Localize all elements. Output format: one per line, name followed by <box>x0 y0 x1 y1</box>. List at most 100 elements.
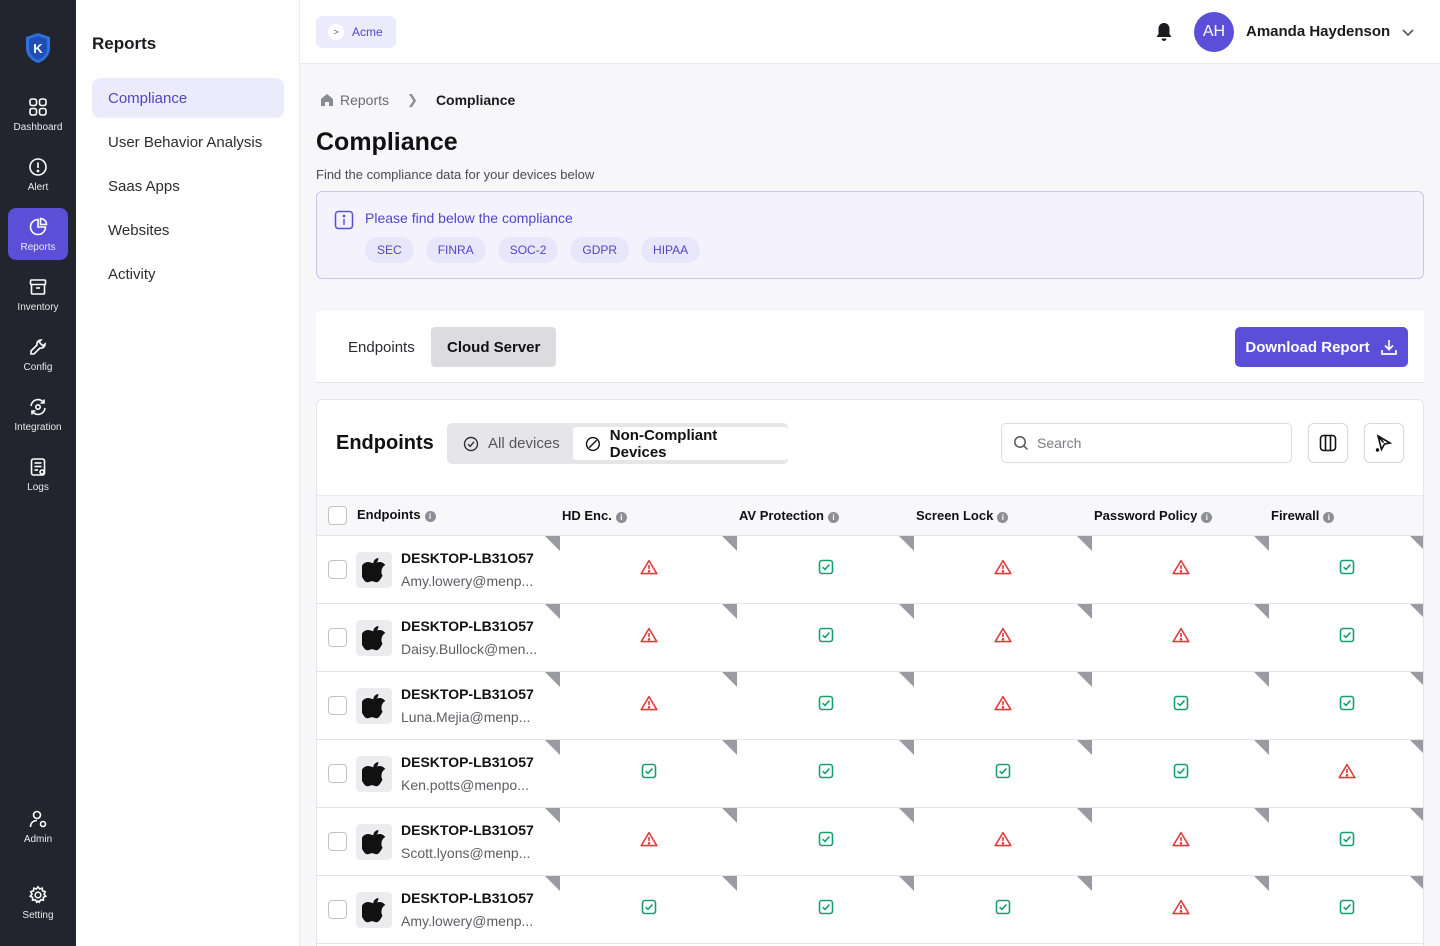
avatar[interactable]: AH <box>1194 12 1234 52</box>
row-checkbox[interactable] <box>328 900 347 919</box>
check-square-icon <box>1173 695 1189 716</box>
cell-corner-marker <box>1410 604 1423 619</box>
rail-item-admin[interactable]: Admin <box>8 800 68 852</box>
info-icon[interactable]: i <box>1201 512 1213 523</box>
cell-corner-marker <box>1410 536 1423 551</box>
cell-corner-marker <box>899 740 914 755</box>
warning-triangle-icon <box>639 627 658 648</box>
device-user: Ken.potts@menpo... <box>401 777 529 793</box>
check-square-icon <box>818 899 834 920</box>
warning-triangle-icon <box>639 695 658 716</box>
breadcrumb-home[interactable]: Reports <box>320 92 389 108</box>
cell-corner-marker <box>545 604 560 619</box>
table-row[interactable]: DESKTOP-LB31O57 Amy.lowery@menp... <box>317 876 1423 944</box>
warning-triangle-icon <box>994 831 1012 852</box>
rail-item-alert[interactable]: Alert <box>8 148 68 200</box>
download-report-button[interactable]: Download Report <box>1235 327 1408 367</box>
rail-label: Logs <box>27 482 49 493</box>
bell-icon[interactable] <box>1152 20 1176 44</box>
home-icon <box>321 94 333 106</box>
rail-item-reports[interactable]: Reports <box>8 208 68 260</box>
col-header-screen-lock: Screen Lock <box>916 508 994 523</box>
page-subtitle: Find the compliance data for your device… <box>316 167 595 182</box>
subnav-item-compliance[interactable]: Compliance <box>92 78 284 118</box>
table-row[interactable]: DESKTOP-LB31O57 Scott.lyons@menp... <box>317 808 1423 876</box>
rail-item-integration[interactable]: Integration <box>8 388 68 440</box>
app-logo-icon[interactable]: K <box>24 32 52 64</box>
filter-non-compliant-devices[interactable]: Non-Compliant Devices <box>573 427 788 461</box>
subnav-title: Reports <box>92 34 157 53</box>
info-icon[interactable]: i <box>424 510 436 522</box>
col-header-endpoints: Endpoints <box>357 506 421 522</box>
apple-icon <box>356 619 392 656</box>
breadcrumb: Reports ❯ Compliance <box>320 92 515 108</box>
device-name[interactable]: DESKTOP-LB31O57 <box>401 618 534 634</box>
subnav-item-websites[interactable]: Websites <box>108 221 170 239</box>
cell-corner-marker <box>545 876 560 891</box>
chip-hipaa: HIPAA <box>641 237 701 263</box>
setting-icon <box>28 885 48 904</box>
col-header-av-protection: AV Protection <box>739 508 824 523</box>
search-input[interactable] <box>1037 435 1277 451</box>
cell-corner-marker <box>1410 740 1423 755</box>
rail-label: Admin <box>23 834 53 845</box>
warning-triangle-icon <box>994 559 1012 580</box>
info-icon[interactable]: i <box>1323 512 1335 523</box>
check-square-icon <box>818 559 834 580</box>
filter-all-devices[interactable]: All devices <box>451 427 572 460</box>
device-user: Scott.lyons@menp... <box>401 845 531 861</box>
rail-item-dashboard[interactable]: Dashboard <box>8 88 68 140</box>
warning-triangle-icon <box>994 627 1012 648</box>
cell-corner-marker <box>545 808 560 823</box>
device-user: Daisy.Bullock@men... <box>401 641 538 657</box>
tab-cloud-server[interactable]: Cloud Server <box>431 327 557 367</box>
info-icon[interactable]: i <box>828 512 839 523</box>
cell-corner-marker <box>899 808 914 823</box>
subnav-item-activity[interactable]: Activity <box>108 265 156 283</box>
table-row[interactable]: DESKTOP-LB31O57 Daisy.Bullock@men... <box>317 604 1423 672</box>
chevron-down-icon[interactable] <box>1400 24 1416 40</box>
subnav-item-user-behavior-analysis[interactable]: User Behavior Analysis <box>108 133 263 151</box>
table-row[interactable]: DESKTOP-LB31O57 Luna.Mejia@menp... <box>317 672 1423 740</box>
select-all-checkbox[interactable] <box>328 506 347 525</box>
inventory-icon <box>29 279 47 295</box>
row-checkbox[interactable] <box>328 696 347 715</box>
col-header-hd-enc: HD Enc. <box>562 508 612 523</box>
check-square-icon <box>641 763 657 784</box>
device-name[interactable]: DESKTOP-LB31O57 <box>401 754 534 770</box>
breadcrumb-home-label: Reports <box>340 92 390 108</box>
check-square-icon <box>995 763 1011 784</box>
row-checkbox[interactable] <box>328 832 347 851</box>
row-checkbox[interactable] <box>328 560 347 579</box>
row-checkbox[interactable] <box>328 764 347 783</box>
chip-gdpr: GDPR <box>570 237 630 263</box>
tab-endpoints[interactable]: Endpoints <box>348 338 415 356</box>
subnav-item-saas-apps[interactable]: Saas Apps <box>108 177 180 195</box>
breadcrumb-current: Compliance <box>435 92 516 108</box>
device-name[interactable]: DESKTOP-LB31O57 <box>401 890 534 906</box>
warning-triangle-icon <box>1171 627 1190 648</box>
rail-item-inventory[interactable]: Inventory <box>8 268 68 320</box>
table-row[interactable]: DESKTOP-LB31O57 Amy.lowery@menp... <box>317 536 1423 604</box>
org-switcher[interactable]: ˃ Acme <box>316 16 396 48</box>
device-name[interactable]: DESKTOP-LB31O57 <box>401 550 534 566</box>
alert-icon <box>29 158 47 176</box>
cell-corner-marker <box>722 536 737 551</box>
check-square-icon <box>641 899 657 920</box>
rail-item-config[interactable]: Config <box>8 328 68 380</box>
filter-button[interactable] <box>1364 423 1404 463</box>
device-name[interactable]: DESKTOP-LB31O57 <box>401 822 534 838</box>
rail-item-setting[interactable]: Setting <box>8 876 68 928</box>
rail-label: Setting <box>22 910 54 921</box>
row-checkbox[interactable] <box>328 628 347 647</box>
rail-item-logs[interactable]: Logs <box>8 448 68 500</box>
info-icon[interactable]: i <box>615 512 627 523</box>
cell-corner-marker <box>899 604 914 619</box>
info-icon[interactable]: i <box>997 512 1009 523</box>
device-name[interactable]: DESKTOP-LB31O57 <box>401 686 534 702</box>
user-name[interactable]: Amanda Haydenson <box>1246 23 1391 40</box>
cell-corner-marker <box>1410 876 1423 891</box>
columns-button[interactable] <box>1308 423 1348 463</box>
chip-soc-2: SOC-2 <box>497 237 559 263</box>
table-row[interactable]: DESKTOP-LB31O57 Ken.potts@menpo... <box>317 740 1423 808</box>
